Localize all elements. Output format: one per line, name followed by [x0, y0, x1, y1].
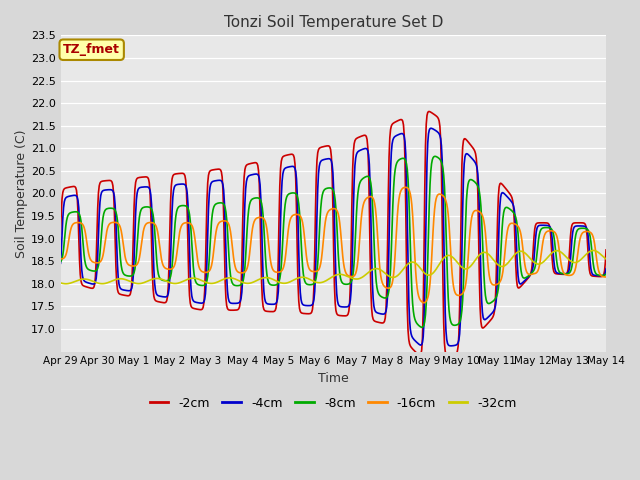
- Title: Tonzi Soil Temperature Set D: Tonzi Soil Temperature Set D: [223, 15, 443, 30]
- X-axis label: Time: Time: [318, 372, 349, 385]
- Y-axis label: Soil Temperature (C): Soil Temperature (C): [15, 129, 28, 258]
- Legend: -2cm, -4cm, -8cm, -16cm, -32cm: -2cm, -4cm, -8cm, -16cm, -32cm: [145, 392, 522, 415]
- Text: TZ_fmet: TZ_fmet: [63, 43, 120, 56]
